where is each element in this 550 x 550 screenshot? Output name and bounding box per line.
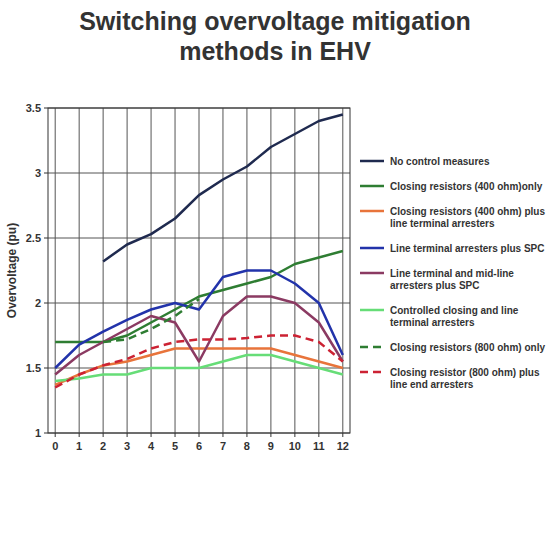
x-tick-label: 5 [172, 440, 178, 452]
legend-swatch [360, 210, 384, 213]
grid-line [294, 108, 295, 433]
plot-frame [48, 108, 350, 433]
tick [294, 433, 295, 437]
legend: No control measures Closing resistors (40… [360, 156, 545, 390]
grid-line [222, 108, 223, 433]
legend-swatch [360, 185, 384, 188]
tick [175, 433, 176, 437]
legend-swatch [360, 309, 384, 312]
tick [55, 433, 56, 437]
y-tick-label: 2.5 [26, 232, 41, 244]
series-line [103, 299, 199, 342]
legend-swatch [360, 160, 384, 163]
series-line [55, 336, 343, 388]
series-line [55, 355, 343, 381]
y-axis-label: Overvoltage (pu) [5, 223, 19, 318]
grid [48, 108, 350, 433]
x-tick-label: 11 [313, 440, 325, 452]
legend-label: Closing resistors (800 ohm) only [390, 342, 545, 353]
legend-label: Line terminal arresters plus SPC [390, 243, 545, 254]
x-tick-label: 3 [124, 440, 130, 452]
x-tick-label: 10 [289, 440, 301, 452]
x-tick-label: 8 [244, 440, 250, 452]
y-tick-label: 1 [35, 427, 41, 439]
tick [44, 238, 48, 239]
x-tick-label: 7 [220, 440, 226, 452]
tick [44, 108, 48, 109]
x-tick-label: 9 [268, 440, 274, 452]
grid-line [103, 108, 104, 433]
y-tick-label: 3.5 [26, 102, 41, 114]
legend-label: Closing resistor (800 ohm) plusline end … [390, 367, 540, 390]
tick [127, 433, 128, 437]
tick [103, 433, 104, 437]
tick [342, 433, 343, 437]
tick [199, 433, 200, 437]
title: Switching overvoltage mitigationmethods … [79, 7, 471, 65]
tick [44, 368, 48, 369]
legend-swatch [360, 272, 384, 275]
tick [270, 433, 271, 437]
series-line [55, 251, 343, 342]
series-line [103, 115, 343, 262]
grid-line [342, 108, 343, 433]
tick [79, 433, 80, 437]
x-tick-label: 12 [337, 440, 349, 452]
y-tick-label: 2 [35, 297, 41, 309]
tick [44, 303, 48, 304]
plot-background [48, 108, 350, 433]
series-line [55, 349, 343, 385]
x-tick-label: 1 [76, 440, 82, 452]
tick [44, 173, 48, 174]
tick [151, 433, 152, 437]
legend-swatch [360, 247, 384, 250]
legend-label: Line terminal and mid-linearresters plus… [390, 268, 514, 291]
grid-line [318, 108, 319, 433]
series-line [55, 271, 343, 369]
legend-label: Controlled closing and lineterminal arre… [390, 305, 519, 328]
tick [246, 433, 247, 437]
legend-swatch [360, 371, 384, 374]
grid-line [151, 108, 152, 433]
grid-line [127, 108, 128, 433]
tick [222, 433, 223, 437]
tick [318, 433, 319, 437]
y-tick-label: 3 [35, 167, 41, 179]
grid-line [199, 108, 200, 433]
x-tick-label: 0 [52, 440, 58, 452]
legend-label: No control measures [390, 156, 490, 167]
grid-line [79, 108, 80, 433]
x-tick-label: 4 [148, 440, 155, 452]
chart: Switching overvoltage mitigationmethods … [0, 0, 550, 550]
legend-swatch [360, 346, 384, 349]
x-tick-label: 6 [196, 440, 202, 452]
grid-line [175, 108, 176, 433]
series-group [55, 115, 343, 388]
y-tick-label: 1.5 [26, 362, 41, 374]
legend-label: Closing resistors (400 ohm)only [390, 181, 543, 192]
legend-label: Closing resistors (400 ohm) plusline ter… [390, 206, 545, 229]
tick [44, 433, 48, 434]
x-tick-label: 2 [100, 440, 106, 452]
